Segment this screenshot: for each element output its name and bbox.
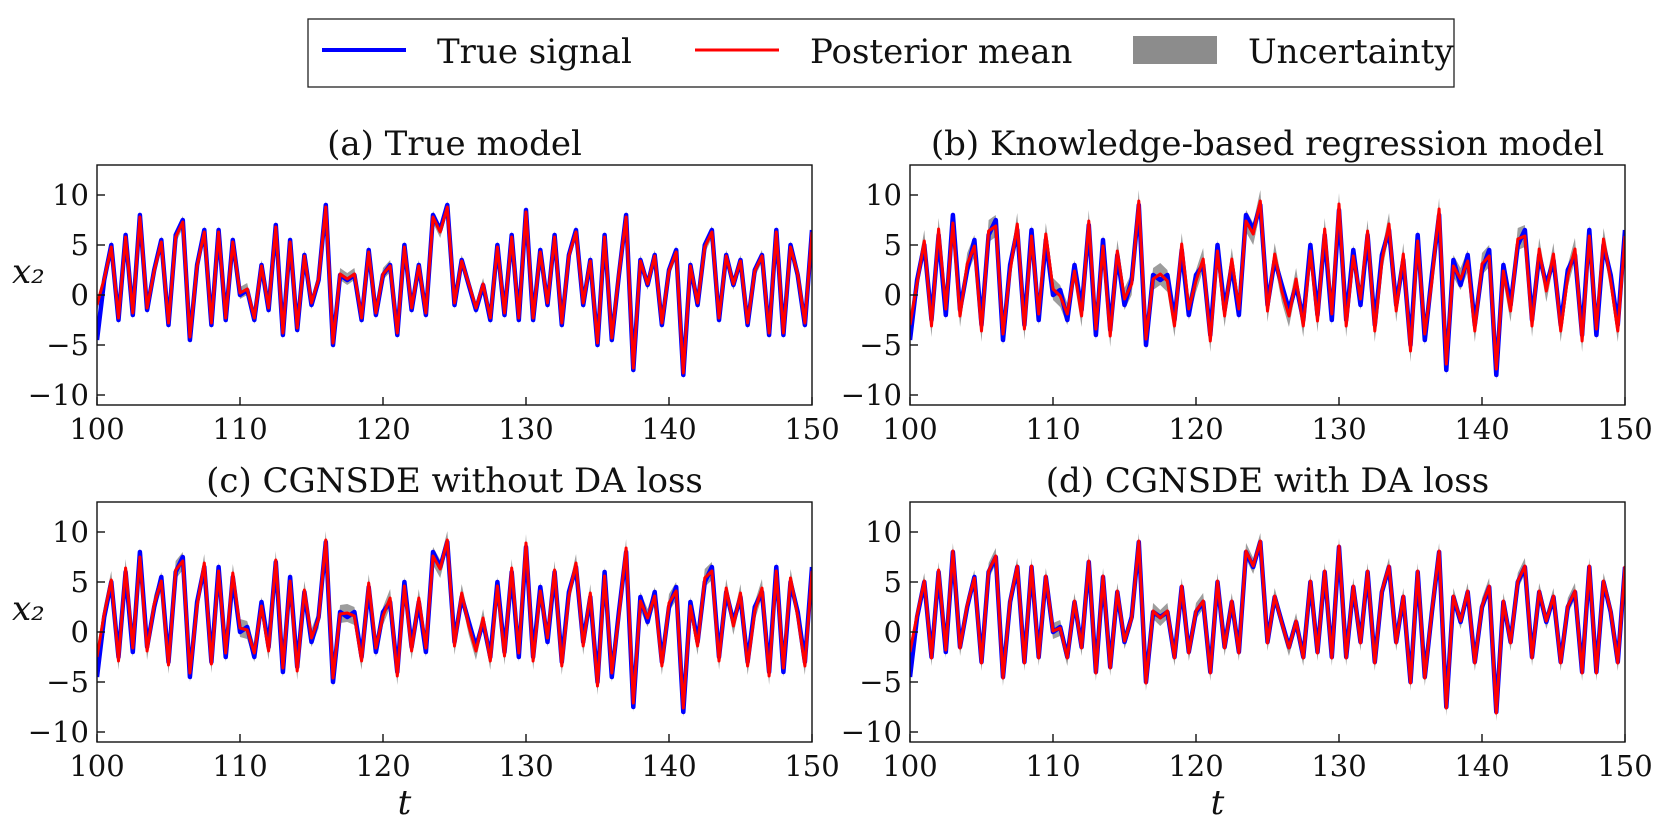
x-tick-label: 150 xyxy=(1597,749,1652,783)
x-tick-label: 140 xyxy=(1454,749,1509,783)
y-axis-label: x₂ xyxy=(12,252,45,292)
y-tick-label: 0 xyxy=(71,615,89,649)
legend-label-uncertainty: Uncertainty xyxy=(1248,32,1454,72)
y-tick-label: −5 xyxy=(46,665,89,699)
axes-frame xyxy=(96,164,813,406)
subplot-4: 100 110 120 130 140 150 10 5 0 −5 −10 (d) CGNSDE wi… xyxy=(841,461,1653,823)
legend: True signal Posterior mean Uncertainty xyxy=(307,18,1455,88)
y-tick-label: −5 xyxy=(859,665,902,699)
x-tick-label: 110 xyxy=(212,749,267,783)
axes-frame xyxy=(909,164,1626,406)
x-tick-label: 150 xyxy=(1597,412,1652,446)
x-axis-label: t xyxy=(398,783,412,823)
y-tick-label: 5 xyxy=(884,228,902,262)
y-tick-label: 0 xyxy=(71,278,89,312)
y-tick-label: 10 xyxy=(52,515,89,549)
y-tick-label: −10 xyxy=(28,378,89,412)
y-tick-label: −10 xyxy=(841,378,902,412)
x-tick-label: 100 xyxy=(882,412,937,446)
x-tick-label: 130 xyxy=(1311,749,1366,783)
y-tick-label: 10 xyxy=(865,515,902,549)
subplot-title: (b) Knowledge-based regression model xyxy=(931,124,1604,164)
x-tick-label: 120 xyxy=(355,749,410,783)
x-axis-label: t xyxy=(1211,783,1225,823)
subplot-title: (c) CGNSDE without DA loss xyxy=(206,461,703,501)
subplot-3: 100 110 120 130 140 150 10 5 0 −5 −10 (c) CGNSDE wi… xyxy=(12,461,840,823)
plot-area xyxy=(910,533,1625,721)
plot-area xyxy=(910,190,1625,380)
x-tick-label: 140 xyxy=(641,412,696,446)
x-tick-label: 130 xyxy=(498,749,553,783)
subplot-2: 100 110 120 130 140 150 10 5 0 −5 −10 (b) Knowledge… xyxy=(841,124,1653,446)
plot-area xyxy=(97,531,812,717)
x-tick-label: 110 xyxy=(1025,412,1080,446)
x-tick-label: 100 xyxy=(882,749,937,783)
x-tick-label: 120 xyxy=(1168,749,1223,783)
y-tick-label: 0 xyxy=(884,615,902,649)
y-axis-label: x₂ xyxy=(12,589,45,629)
legend-swatch-uncertainty xyxy=(1133,36,1217,64)
x-tick-label: 140 xyxy=(1454,412,1509,446)
x-tick-label: 100 xyxy=(69,412,124,446)
y-tick-label: −10 xyxy=(28,715,89,749)
subplot-1: 100 110 120 130 140 150 10 5 0 −5 −10 (a) True mode… xyxy=(12,124,840,446)
plot-area xyxy=(97,201,812,379)
axes-frame xyxy=(909,501,1626,743)
subplot-title: (d) CGNSDE with DA loss xyxy=(1046,461,1489,501)
series-posterior-mean xyxy=(910,199,1625,371)
y-tick-label: 0 xyxy=(884,278,902,312)
legend-frame xyxy=(307,18,1455,88)
x-tick-label: 120 xyxy=(1168,412,1223,446)
x-tick-label: 130 xyxy=(498,412,553,446)
x-tick-label: 110 xyxy=(212,412,267,446)
axes-frame xyxy=(96,501,813,743)
series-posterior-mean xyxy=(97,538,812,710)
x-tick-label: 150 xyxy=(784,412,839,446)
legend-label-true-signal: True signal xyxy=(437,32,632,72)
series-posterior-mean xyxy=(97,205,812,375)
y-tick-label: 5 xyxy=(71,565,89,599)
x-tick-label: 110 xyxy=(1025,749,1080,783)
legend-label-posterior-mean: Posterior mean xyxy=(810,32,1072,72)
series-posterior-mean xyxy=(910,539,1625,715)
x-tick-label: 100 xyxy=(69,749,124,783)
y-tick-label: 10 xyxy=(865,178,902,212)
y-tick-label: 5 xyxy=(71,228,89,262)
subplot-title: (a) True model xyxy=(327,124,582,164)
x-tick-label: 130 xyxy=(1311,412,1366,446)
y-tick-label: 5 xyxy=(884,565,902,599)
y-tick-label: 10 xyxy=(52,178,89,212)
y-tick-label: −10 xyxy=(841,715,902,749)
x-tick-label: 150 xyxy=(784,749,839,783)
y-tick-label: −5 xyxy=(859,328,902,362)
x-tick-label: 120 xyxy=(355,412,410,446)
x-tick-label: 140 xyxy=(641,749,696,783)
y-tick-label: −5 xyxy=(46,328,89,362)
